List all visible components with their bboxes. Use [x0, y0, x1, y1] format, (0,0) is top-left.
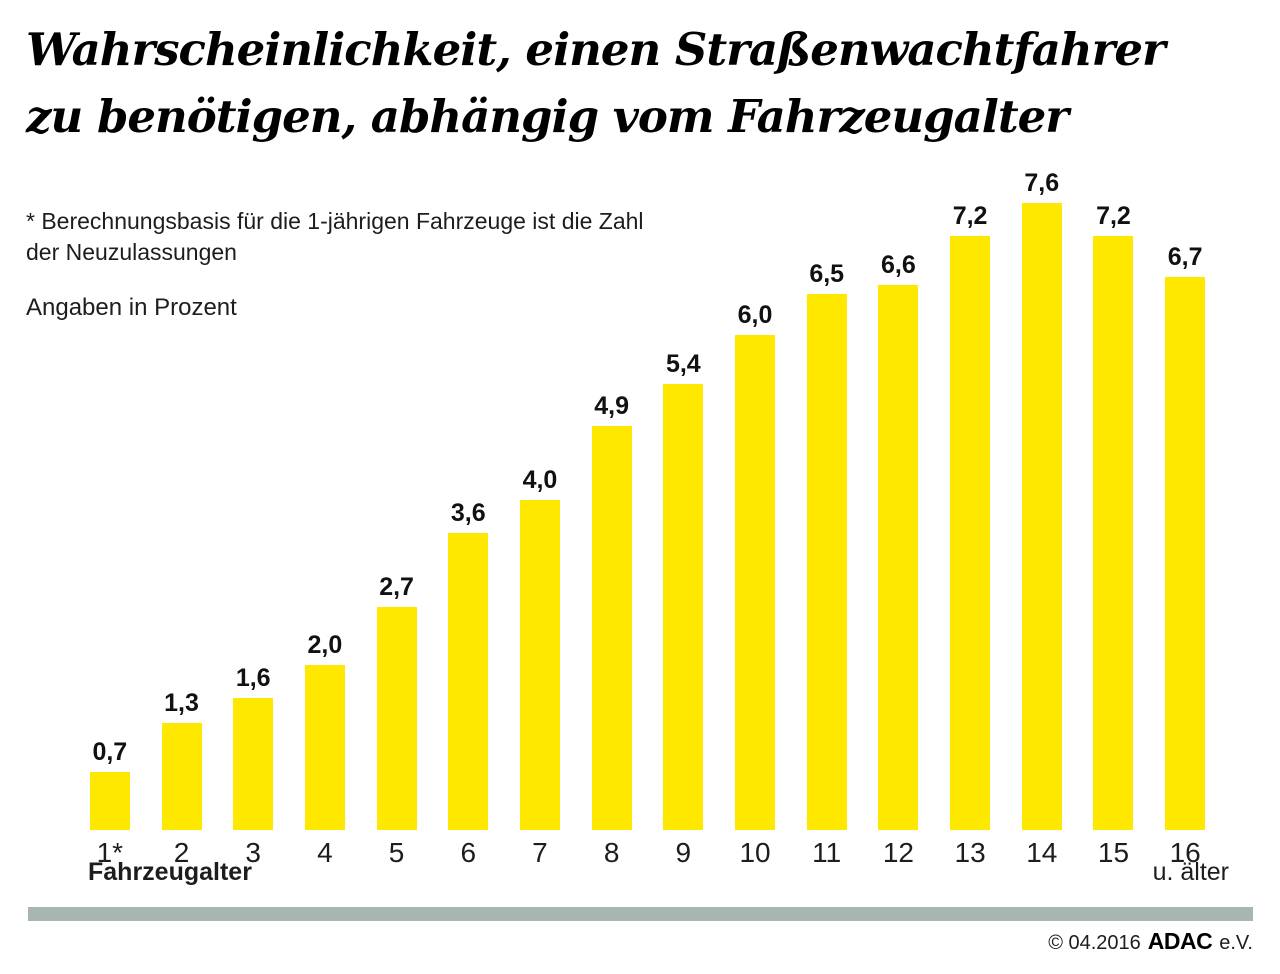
bar	[735, 335, 776, 830]
bar-column: 1,3 2	[146, 130, 218, 870]
bar-column: 5,4 9	[648, 130, 720, 870]
bar	[448, 533, 489, 830]
bar	[950, 236, 991, 830]
x-tick-label: 12	[882, 837, 914, 868]
footnote-line2: der Neuzulassungen	[26, 239, 237, 265]
bar-value-label: 7,2	[1096, 202, 1131, 230]
bar	[591, 426, 632, 830]
bar	[304, 665, 345, 830]
bar-value-label: 6,6	[881, 251, 916, 279]
x-tick-label: 1*	[96, 837, 124, 868]
unit-note: Angaben in Prozent	[26, 294, 237, 321]
bar	[1021, 203, 1062, 830]
bar-value-label: 7,6	[1024, 169, 1060, 197]
chart-title: Wahrscheinlichkeit, einen Straßenwachtfa…	[26, 16, 1166, 150]
copyright-date: © 04.2016	[1048, 932, 1141, 954]
bar	[89, 772, 130, 830]
bar	[161, 723, 202, 830]
bar-value-label: 0,7	[92, 738, 128, 766]
footnote-line1: * Berechnungsbasis für die 1-jährigen Fa…	[26, 208, 644, 234]
bar	[519, 500, 560, 830]
bar	[1093, 236, 1134, 830]
x-tick-label: 14	[1026, 837, 1058, 868]
bar	[878, 285, 919, 830]
bars-container: 0,7 1* 1,3 2 1,6 3 2,0 4 2,7 5 3,6 6 4,0 7 4,9 8 5,4 9 6,0…	[74, 130, 1221, 870]
x-tick-label: 5	[388, 837, 405, 868]
bar-value-label: 2,0	[307, 631, 343, 659]
bar-column: 6,6 12	[863, 130, 935, 870]
bar-column: 7,6 14	[1006, 130, 1078, 870]
bar	[806, 294, 847, 830]
footer-divider-bar	[28, 907, 1253, 921]
bar-column: 6,7 16	[1149, 130, 1221, 870]
x-tick-label: 10	[739, 837, 771, 868]
bar-column: 4,9 8	[576, 130, 648, 870]
bar-value-label: 6,5	[809, 260, 845, 288]
bar-value-label: 7,2	[952, 202, 988, 230]
x-tick-label: 8	[603, 837, 620, 868]
x-tick-label: 6	[460, 837, 477, 868]
x-tick-label: 16	[1169, 837, 1201, 868]
bar-column: 4,0 7	[504, 130, 576, 870]
x-tick-label: 11	[812, 837, 842, 868]
bar-column: 0,7 1*	[74, 130, 146, 870]
bar-column: 1,6 3	[217, 130, 289, 870]
bar-column: 2,0 4	[289, 130, 361, 870]
bar-value-label: 1,3	[164, 689, 199, 717]
chart-title-line1: Wahrscheinlichkeit, einen Straßenwachtfa…	[26, 23, 1166, 76]
chart-title-line2: zu benötigen, abhängig vom Fahrzeugalter	[26, 90, 1069, 143]
bar-column: 3,6 6	[432, 130, 504, 870]
x-axis-title: Fahrzeugalter	[88, 858, 252, 886]
bar	[1165, 277, 1206, 830]
x-tick-label: 2	[173, 837, 190, 868]
bar-value-label: 5,4	[665, 350, 701, 378]
bar-column: 7,2 13	[934, 130, 1006, 870]
adac-logo-text: ADAC	[1147, 928, 1213, 954]
bar-column: 6,5 11	[791, 130, 863, 870]
bar	[233, 698, 274, 830]
bar-column: 6,0 10	[719, 130, 791, 870]
bar-value-label: 3,6	[450, 499, 486, 527]
bar-value-label: 6,7	[1167, 243, 1203, 271]
x-tick-label: 3	[245, 837, 261, 868]
bar-column: 7,2 15	[1078, 130, 1150, 870]
bar	[663, 384, 704, 830]
x-tick-label: 13	[954, 837, 986, 868]
bar	[376, 607, 417, 830]
bar-column: 2,7 5	[361, 130, 433, 870]
x-tick-label: 4	[317, 837, 333, 868]
copyright-suffix: e.V.	[1219, 932, 1253, 954]
x-tick-label: 15	[1097, 837, 1130, 868]
bar-value-label: 6,0	[737, 301, 773, 329]
x-tick-label: 7	[532, 837, 548, 868]
bar-value-label: 2,7	[379, 573, 414, 601]
bar-value-label: 4,9	[594, 392, 630, 420]
copyright-line: © 04.2016 ADAC e.V.	[1048, 928, 1253, 955]
footnote: * Berechnungsbasis für die 1-jährigen Fa…	[26, 206, 644, 268]
x-axis-last-tick-suffix: u. älter	[1152, 858, 1229, 886]
bar-value-label: 4,0	[522, 466, 558, 494]
x-tick-label: 9	[675, 837, 692, 868]
bar-chart: 0,7 1* 1,3 2 1,6 3 2,0 4 2,7 5 3,6 6 4,0 7 4,9 8 5,4 9 6,0…	[74, 130, 1229, 890]
bar-value-label: 1,6	[235, 664, 271, 692]
